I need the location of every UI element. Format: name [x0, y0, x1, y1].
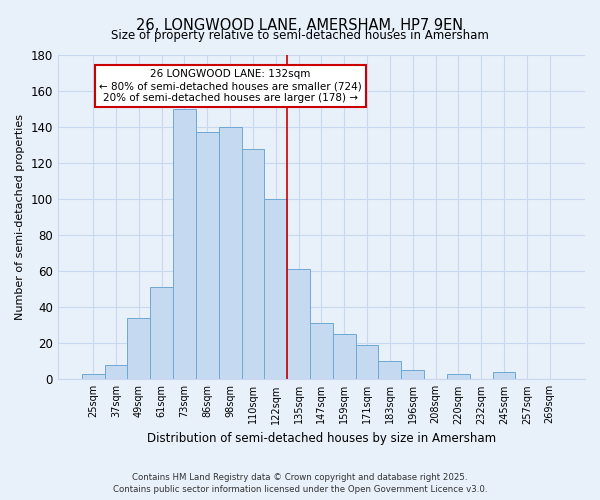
Bar	[356, 345, 379, 380]
Bar	[447, 374, 470, 380]
Bar	[173, 109, 196, 380]
Bar	[287, 270, 310, 380]
X-axis label: Distribution of semi-detached houses by size in Amersham: Distribution of semi-detached houses by …	[147, 432, 496, 445]
Text: 26, LONGWOOD LANE, AMERSHAM, HP7 9EN: 26, LONGWOOD LANE, AMERSHAM, HP7 9EN	[136, 18, 464, 32]
Bar	[310, 324, 333, 380]
Bar	[401, 370, 424, 380]
Bar	[196, 132, 218, 380]
Bar	[82, 374, 104, 380]
Bar	[150, 288, 173, 380]
Bar	[104, 365, 127, 380]
Text: Contains HM Land Registry data © Crown copyright and database right 2025.
Contai: Contains HM Land Registry data © Crown c…	[113, 472, 487, 494]
Bar	[242, 148, 265, 380]
Bar	[265, 199, 287, 380]
Text: Size of property relative to semi-detached houses in Amersham: Size of property relative to semi-detach…	[111, 29, 489, 42]
Bar	[333, 334, 356, 380]
Text: 26 LONGWOOD LANE: 132sqm
← 80% of semi-detached houses are smaller (724)
20% of : 26 LONGWOOD LANE: 132sqm ← 80% of semi-d…	[99, 70, 361, 102]
Bar	[218, 127, 242, 380]
Bar	[127, 318, 150, 380]
Y-axis label: Number of semi-detached properties: Number of semi-detached properties	[15, 114, 25, 320]
Bar	[379, 362, 401, 380]
Bar	[493, 372, 515, 380]
